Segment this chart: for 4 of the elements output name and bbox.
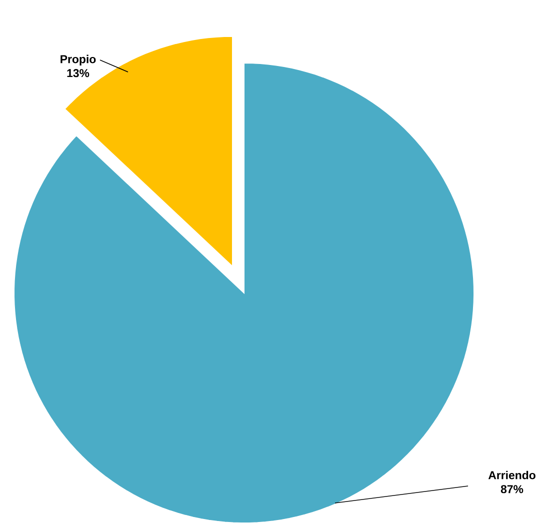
data-label: 87% — [500, 485, 524, 494]
slice-label: Arriendo — [488, 470, 536, 480]
data-label: 13% — [67, 69, 90, 78]
slice-label: Propio — [60, 54, 96, 66]
